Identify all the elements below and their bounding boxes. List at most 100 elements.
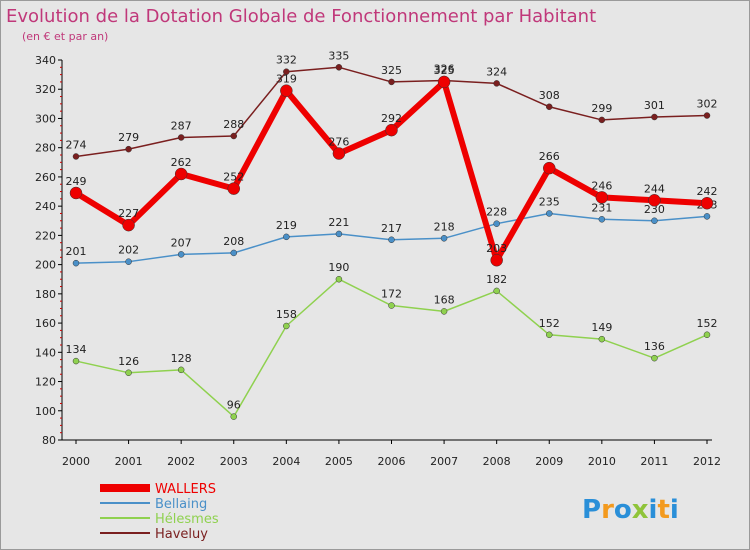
data-point-bellaing (546, 210, 553, 217)
logo-letter: i (649, 495, 658, 525)
data-label-wallers: 227 (118, 207, 139, 220)
data-point-helesmes (177, 366, 185, 374)
data-label-bellaing: 219 (276, 219, 297, 232)
data-point-wallers (280, 84, 293, 97)
data-label-haveluy: 335 (328, 49, 349, 62)
data-label-haveluy: 299 (591, 102, 612, 115)
data-label-haveluy: 332 (276, 54, 297, 67)
data-label-bellaing: 202 (118, 244, 139, 257)
x-tick-label: 2010 (588, 455, 616, 468)
data-point-haveluy (335, 64, 343, 71)
x-tick-label: 2006 (378, 455, 406, 468)
data-label-wallers: 252 (223, 171, 244, 184)
data-label-helesmes: 182 (486, 273, 507, 286)
x-tick-label: 2012 (693, 455, 721, 468)
data-point-bellaing (230, 249, 237, 257)
data-label-haveluy: 302 (697, 98, 718, 111)
data-label-helesmes: 136 (644, 340, 665, 353)
data-point-helesmes (335, 275, 343, 283)
proxiti-logo: Proxiti (582, 495, 679, 525)
x-tick-label: 2000 (62, 455, 90, 468)
chart-subtitle: (en € et par an) (22, 30, 108, 43)
data-point-bellaing (72, 259, 80, 267)
y-tick-label: 340 (35, 54, 56, 67)
data-point-haveluy (283, 68, 290, 75)
data-label-haveluy: 326 (434, 62, 455, 75)
data-point-bellaing (177, 251, 185, 258)
series-bellaing: 201202207208219221217218228235231230233 (66, 195, 718, 267)
data-label-helesmes: 126 (118, 355, 139, 368)
data-label-haveluy: 274 (66, 138, 87, 151)
series-helesmes: 134 126 128 96 158 190 172 168 182 152 149 136 152 (66, 261, 718, 420)
y-tick-label: 120 (35, 376, 56, 389)
data-label-wallers: 249 (66, 175, 87, 188)
logo-letter: i (670, 495, 679, 525)
data-label-bellaing: 207 (171, 236, 192, 249)
data-label-wallers: 203 (486, 242, 507, 255)
data-point-haveluy (703, 112, 711, 119)
y-tick-label: 280 (35, 142, 56, 155)
data-label-helesmes: 128 (171, 352, 192, 365)
data-point-wallers (543, 161, 556, 175)
data-point-wallers (490, 253, 503, 267)
y-tick-label: 320 (35, 83, 56, 96)
data-label-bellaing: 235 (539, 195, 560, 208)
data-point-wallers (174, 167, 188, 181)
logo-letter: o (614, 495, 632, 525)
data-label-bellaing: 208 (223, 235, 244, 248)
data-label-wallers: 319 (276, 73, 297, 86)
data-point-helesmes (598, 335, 606, 343)
logo-letter: r (601, 495, 614, 525)
x-tick-label: 2011 (640, 455, 668, 468)
x-tick-label: 2004 (272, 455, 300, 468)
series-wallers: 249 227 262 252 319 276 292 325 203 266 246 244 242 (66, 64, 718, 267)
y-tick-label: 220 (35, 229, 56, 242)
data-point-bellaing (651, 217, 658, 225)
y-tick-label: 80 (42, 434, 56, 447)
data-label-helesmes: 96 (227, 399, 241, 412)
legend-label-wallers: WALLERS (155, 482, 216, 497)
data-point-wallers (227, 182, 240, 195)
data-point-haveluy (598, 116, 606, 124)
y-tick-label: 100 (35, 405, 56, 418)
data-label-haveluy: 308 (539, 89, 560, 102)
data-point-helesmes (388, 302, 395, 309)
data-point-wallers (332, 147, 346, 160)
data-point-helesmes (283, 322, 290, 330)
data-point-haveluy (388, 78, 395, 86)
x-tick-label: 2009 (535, 455, 563, 468)
data-point-wallers (437, 75, 451, 89)
axes: 80 100 120 140 160 180 200 220 240 260 280 300 320 34… (35, 54, 721, 468)
data-label-bellaing: 217 (381, 222, 402, 235)
data-point-wallers (595, 191, 609, 204)
data-label-wallers: 292 (381, 112, 402, 125)
data-label-wallers: 242 (697, 185, 718, 198)
data-point-bellaing (283, 233, 290, 241)
data-label-wallers: 266 (539, 150, 560, 163)
data-label-helesmes: 152 (697, 317, 718, 330)
legend-label-haveluy: Haveluy (155, 527, 208, 542)
data-point-haveluy (546, 103, 553, 111)
data-point-wallers (69, 186, 83, 200)
x-tick-label: 2007 (430, 455, 458, 468)
data-label-helesmes: 168 (434, 293, 455, 306)
data-point-wallers (122, 218, 135, 232)
data-label-bellaing: 231 (591, 201, 612, 214)
logo-letter: P (582, 495, 601, 525)
data-point-helesmes (72, 357, 80, 365)
data-point-bellaing (388, 236, 395, 244)
data-point-haveluy (125, 145, 132, 153)
y-tick-label: 300 (35, 112, 56, 125)
x-tick-label: 2005 (325, 455, 353, 468)
logo-letter: t (657, 495, 669, 525)
data-label-helesmes: 172 (381, 288, 402, 301)
data-label-wallers: 244 (644, 182, 665, 195)
data-label-bellaing: 201 (66, 245, 87, 258)
y-tick-label: 140 (35, 346, 56, 359)
data-point-helesmes (651, 354, 658, 362)
data-label-haveluy: 324 (486, 65, 507, 78)
y-tick-label: 260 (35, 171, 56, 184)
data-point-bellaing (703, 213, 711, 220)
data-point-helesmes (546, 331, 553, 339)
